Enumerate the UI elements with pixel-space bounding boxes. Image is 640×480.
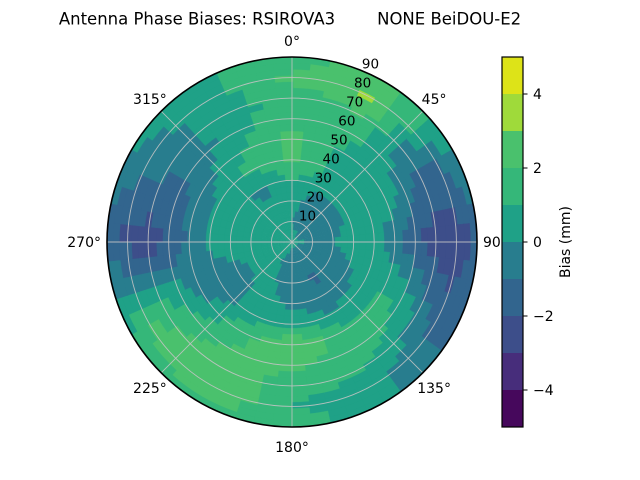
contour-cell — [285, 185, 293, 194]
colorbar-segment — [502, 390, 523, 428]
colorbar-tick-label: 4 — [533, 87, 542, 103]
colorbar-segment — [502, 316, 523, 354]
contour-cell — [359, 234, 367, 243]
theta-grid-spoke — [291, 110, 424, 243]
colorbar: 4 2 0 −2 −4 — [501, 56, 554, 428]
theta-tick-label: 315° — [133, 92, 167, 108]
theta-tick-label: 180° — [275, 440, 309, 456]
r-tick-label: 80 — [354, 76, 371, 92]
colorbar-segment — [502, 57, 523, 95]
r-tick-label: 40 — [323, 152, 340, 168]
r-tick-label: 90 — [362, 57, 379, 73]
r-tick-label: 50 — [330, 133, 347, 149]
theta-tick-label: 135° — [417, 381, 451, 397]
colorbar-segment — [502, 242, 523, 280]
colorbar-tick-label: −2 — [533, 309, 554, 325]
contour-cell — [291, 290, 299, 299]
colorbar-tick-label: −4 — [533, 383, 554, 399]
theta-tick-label: 90 — [483, 235, 501, 251]
contour-cell — [211, 241, 219, 251]
radial-tick-labels: 10 20 30 40 50 60 70 80 90 — [299, 57, 379, 225]
contour-cell — [284, 167, 293, 175]
contour-cell — [217, 241, 225, 250]
contour-cell — [365, 233, 373, 243]
r-tick-label: 70 — [346, 95, 363, 111]
contour-cell — [223, 241, 231, 250]
colorbar-segment — [502, 205, 523, 243]
polar-contour — [106, 56, 478, 428]
contour-cell — [291, 309, 300, 317]
r-tick-label: 30 — [315, 171, 332, 187]
theta-grid-spoke — [160, 241, 293, 374]
colorbar-tick-label: 0 — [533, 235, 542, 251]
theta-grid-spoke — [291, 241, 424, 374]
colorbar-segment — [502, 279, 523, 317]
colorbar-segment — [502, 131, 523, 169]
polar-outline — [106, 56, 478, 428]
theta-grid-spoke — [160, 110, 293, 243]
contour-cell — [353, 234, 361, 243]
contour-cell — [334, 236, 343, 243]
contour-cell — [291, 284, 298, 293]
contour-cell — [340, 235, 349, 243]
colorbar-segment — [502, 94, 523, 132]
contour-cell — [235, 241, 244, 249]
colorbar-tick-label: 2 — [533, 161, 542, 177]
theta-tick-label: 225° — [133, 381, 167, 397]
colorbar-segment — [502, 168, 523, 206]
contour-cell — [291, 303, 300, 311]
colorbar-axis-label: Bias (mm) — [558, 206, 574, 278]
r-tick-label: 60 — [338, 114, 355, 130]
contour-cell — [241, 241, 250, 248]
theta-tick-label: 45° — [422, 92, 447, 108]
chart-title: Antenna Phase Biases: RSIROVA3 NONE BeiD… — [59, 10, 521, 29]
contour-cell — [291, 315, 301, 323]
azimuth-tick-labels: 0° 45° 90 135° 180° 225° 270° 315° — [67, 34, 501, 456]
theta-tick-label: 270° — [67, 235, 101, 251]
polar-grid — [106, 56, 478, 428]
r-tick-label: 20 — [307, 190, 324, 206]
contour-cell — [283, 161, 293, 169]
contour-cell — [286, 191, 293, 200]
contour-cell — [284, 173, 293, 181]
r-tick-label: 10 — [299, 209, 316, 225]
theta-tick-label: 0° — [284, 34, 300, 50]
colorbar-segment — [502, 353, 523, 391]
